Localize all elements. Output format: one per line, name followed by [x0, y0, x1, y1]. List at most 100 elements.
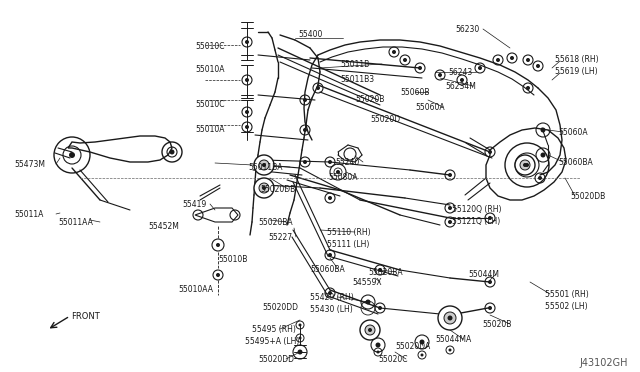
- Text: 55501 (RH): 55501 (RH): [545, 290, 589, 299]
- Circle shape: [438, 73, 442, 77]
- Circle shape: [420, 353, 424, 356]
- Circle shape: [444, 312, 456, 324]
- Circle shape: [336, 170, 340, 174]
- Text: 55495 (RH): 55495 (RH): [252, 325, 296, 334]
- Text: 55011B: 55011B: [340, 60, 369, 69]
- Circle shape: [448, 206, 452, 210]
- Circle shape: [523, 163, 527, 167]
- Text: 55020DA: 55020DA: [395, 342, 430, 351]
- Text: 55120Q (RH): 55120Q (RH): [452, 205, 502, 214]
- Circle shape: [378, 306, 382, 310]
- Circle shape: [515, 155, 535, 175]
- Circle shape: [526, 58, 530, 62]
- Circle shape: [488, 216, 492, 220]
- Text: 55618 (RH): 55618 (RH): [555, 55, 598, 64]
- Text: 55020BA: 55020BA: [258, 218, 292, 227]
- Circle shape: [376, 350, 380, 353]
- Text: 55060A: 55060A: [558, 128, 588, 137]
- Text: 55110 (RH): 55110 (RH): [327, 228, 371, 237]
- Text: 55619 (LH): 55619 (LH): [555, 67, 598, 76]
- Circle shape: [526, 86, 530, 90]
- Circle shape: [262, 186, 266, 190]
- Circle shape: [448, 220, 452, 224]
- Circle shape: [488, 150, 492, 154]
- Text: 55473M: 55473M: [14, 160, 45, 169]
- Text: 55080A: 55080A: [328, 173, 358, 182]
- Circle shape: [303, 160, 307, 164]
- Text: 55020DD: 55020DD: [262, 303, 298, 312]
- Text: 55060A: 55060A: [415, 103, 445, 112]
- Text: FRONT: FRONT: [71, 312, 100, 321]
- Circle shape: [403, 58, 407, 62]
- Circle shape: [245, 125, 249, 129]
- Text: 55020B: 55020B: [482, 320, 511, 329]
- Text: 54559X: 54559X: [352, 278, 381, 287]
- Circle shape: [510, 56, 514, 60]
- Circle shape: [419, 340, 424, 344]
- Text: 56243: 56243: [448, 68, 472, 77]
- Text: 55020C: 55020C: [378, 355, 408, 364]
- Circle shape: [378, 268, 382, 272]
- Circle shape: [328, 253, 332, 257]
- Text: 55020DB: 55020DB: [260, 185, 295, 194]
- Circle shape: [69, 152, 75, 158]
- Circle shape: [418, 66, 422, 70]
- Circle shape: [259, 183, 269, 193]
- Circle shape: [438, 306, 462, 330]
- Text: 55430 (LH): 55430 (LH): [310, 305, 353, 314]
- Circle shape: [303, 98, 307, 102]
- Circle shape: [254, 155, 274, 175]
- Circle shape: [262, 163, 266, 167]
- Text: 55010A: 55010A: [195, 65, 225, 74]
- Circle shape: [328, 160, 332, 164]
- Text: 55429 (RH): 55429 (RH): [310, 293, 354, 302]
- Text: 55020DD: 55020DD: [258, 355, 294, 364]
- Text: 55010C: 55010C: [195, 42, 225, 51]
- Text: 55495+A (LH): 55495+A (LH): [245, 337, 300, 346]
- Text: 55400: 55400: [298, 30, 323, 39]
- Circle shape: [245, 78, 249, 82]
- Circle shape: [541, 153, 545, 157]
- Circle shape: [488, 280, 492, 284]
- Circle shape: [392, 50, 396, 54]
- Circle shape: [259, 160, 269, 170]
- Text: 55010AA: 55010AA: [178, 285, 213, 294]
- Circle shape: [298, 350, 303, 355]
- Circle shape: [525, 163, 529, 167]
- Circle shape: [328, 291, 332, 295]
- Text: 55010A: 55010A: [195, 125, 225, 134]
- Text: 55011AA: 55011AA: [58, 218, 93, 227]
- Text: 55111 (LH): 55111 (LH): [327, 240, 369, 249]
- Circle shape: [538, 176, 542, 180]
- Circle shape: [245, 40, 249, 44]
- Text: 55044M: 55044M: [468, 270, 499, 279]
- Text: 55020BA: 55020BA: [368, 268, 403, 277]
- Circle shape: [170, 150, 175, 154]
- Text: J43102GH: J43102GH: [579, 358, 628, 368]
- Text: 55121Q (LH): 55121Q (LH): [452, 217, 500, 226]
- Circle shape: [316, 86, 320, 90]
- Circle shape: [298, 337, 301, 340]
- Circle shape: [216, 243, 220, 247]
- Text: 56230: 56230: [455, 25, 479, 34]
- Text: 56234M: 56234M: [445, 82, 476, 91]
- Circle shape: [541, 128, 545, 132]
- Text: 55020B: 55020B: [355, 95, 385, 104]
- Circle shape: [478, 66, 482, 70]
- Circle shape: [360, 320, 380, 340]
- Circle shape: [298, 324, 301, 327]
- Circle shape: [447, 315, 452, 321]
- Text: 55240: 55240: [335, 158, 359, 167]
- Circle shape: [254, 178, 274, 198]
- Circle shape: [520, 160, 530, 170]
- Circle shape: [245, 110, 249, 114]
- Text: 55502 (LH): 55502 (LH): [545, 302, 588, 311]
- Circle shape: [303, 128, 307, 132]
- Text: 55011A: 55011A: [14, 210, 44, 219]
- Text: 55011B3: 55011B3: [340, 75, 374, 84]
- Circle shape: [448, 173, 452, 177]
- Circle shape: [216, 273, 220, 277]
- Circle shape: [365, 325, 375, 335]
- Text: 55227: 55227: [268, 233, 292, 242]
- Text: 55011BA: 55011BA: [248, 163, 282, 172]
